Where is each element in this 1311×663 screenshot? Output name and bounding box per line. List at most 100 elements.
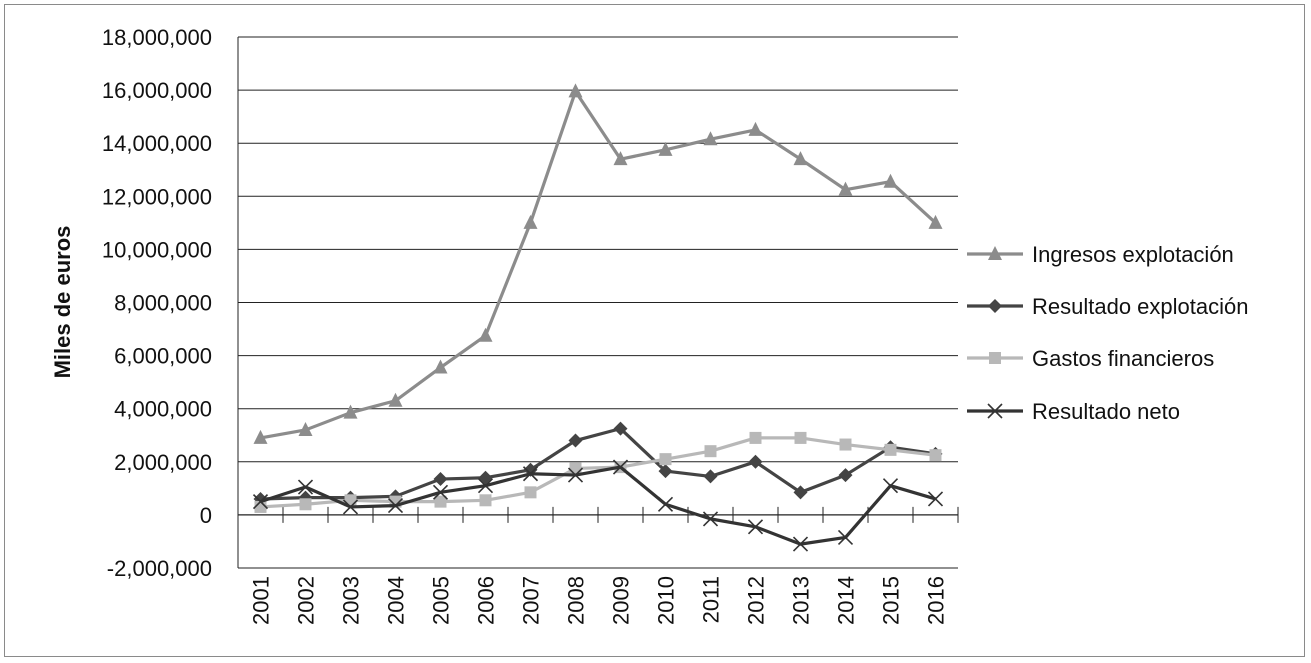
marker-stroke	[747, 519, 764, 535]
legend-entry: Ingresos explotación	[967, 242, 1234, 267]
data-point	[522, 466, 539, 482]
marker-stroke	[567, 467, 584, 483]
data-point	[794, 431, 807, 444]
data-point	[478, 470, 493, 485]
marker-stroke	[477, 478, 494, 494]
x-tick-label: 2015	[879, 576, 904, 625]
marker-stroke	[387, 498, 404, 514]
marker-stroke	[987, 403, 1003, 419]
legend-label: Gastos financieros	[1032, 346, 1214, 371]
data-point	[568, 433, 583, 448]
legend-marker	[989, 352, 1001, 364]
data-point	[434, 495, 447, 508]
x-tick-label: 2008	[564, 576, 589, 625]
data-point	[927, 491, 944, 507]
data-point	[613, 421, 628, 436]
legend-label: Ingresos explotación	[1032, 242, 1234, 267]
y-tick-label: 16,000,000	[102, 78, 212, 103]
data-point	[929, 449, 942, 462]
data-point	[478, 327, 493, 342]
data-point	[433, 472, 448, 487]
data-point	[567, 467, 584, 483]
data-point	[343, 404, 358, 419]
y-axis-label: Miles de euros	[50, 226, 75, 379]
data-point	[613, 151, 628, 166]
series-line	[260, 465, 936, 546]
data-point	[704, 445, 717, 458]
series-line	[260, 89, 937, 440]
data-point	[703, 469, 718, 484]
data-point	[479, 494, 492, 507]
data-point	[569, 462, 582, 475]
x-tick-label: 2005	[429, 576, 454, 625]
legend-entry: Gastos financieros	[967, 346, 1214, 371]
data-point	[524, 486, 537, 499]
marker-stroke	[927, 491, 944, 507]
legend-marker	[987, 403, 1003, 419]
legend: Ingresos explotación Resultado explotació…	[967, 242, 1248, 424]
data-point	[658, 141, 673, 156]
y-tick-label: 4,000,000	[114, 397, 212, 422]
marker-stroke	[882, 478, 899, 494]
data-point	[793, 485, 808, 500]
data-point	[477, 478, 494, 494]
marker-stroke	[432, 484, 449, 500]
y-tick-label: 12,000,000	[102, 184, 212, 209]
data-point	[612, 459, 629, 475]
data-point	[884, 443, 897, 456]
data-point	[928, 214, 943, 229]
data-point	[657, 496, 674, 512]
data-point	[388, 392, 403, 407]
marker-stroke	[342, 499, 359, 515]
series-line	[260, 427, 936, 501]
series-ingresos-explotaci-n	[253, 83, 943, 444]
legend-label: Resultado neto	[1032, 399, 1180, 424]
data-point	[702, 511, 719, 527]
data-point	[747, 519, 764, 535]
x-tick-label: 2007	[519, 576, 544, 625]
data-point	[253, 429, 268, 444]
y-tick-label: 14,000,000	[102, 131, 212, 156]
data-point	[432, 484, 449, 500]
x-tick-label: 2010	[654, 576, 679, 625]
x-tick-label: 2016	[924, 576, 949, 625]
legend-marker	[988, 299, 1002, 313]
series-line	[260, 436, 936, 509]
data-point	[659, 453, 672, 466]
data-point	[297, 479, 314, 495]
x-tick-label: 2013	[789, 576, 814, 625]
marker-stroke	[522, 466, 539, 482]
x-tick-label: 2003	[339, 576, 364, 625]
series-resultado-explotaci-n	[253, 421, 943, 506]
data-point	[252, 494, 269, 510]
data-point	[838, 181, 853, 196]
series-resultado-neto	[252, 459, 944, 552]
data-point	[703, 131, 718, 146]
marker-stroke	[297, 479, 314, 495]
data-point	[433, 359, 448, 374]
data-point	[748, 121, 763, 136]
y-tick-label: 8,000,000	[114, 291, 212, 316]
data-point	[838, 468, 853, 483]
data-point	[883, 173, 898, 188]
axes: -2,000,000 0 2,000,000 4,000,000 6,000,000 8,…	[102, 25, 959, 625]
marker-stroke	[792, 536, 809, 552]
data-point	[342, 499, 359, 515]
grid-lines	[238, 36, 958, 569]
marker-stroke	[657, 496, 674, 512]
data-point	[839, 438, 852, 451]
series-group	[252, 83, 944, 552]
data-point	[523, 214, 538, 229]
data-point	[793, 151, 808, 166]
x-tick-label: 2006	[474, 576, 499, 625]
x-tick-label: 2012	[744, 576, 769, 625]
marker-stroke	[252, 494, 269, 510]
x-tick-label: 2004	[384, 576, 409, 625]
data-point	[792, 536, 809, 552]
marker-stroke	[837, 529, 854, 546]
y-tick-label: 18,000,000	[102, 25, 212, 50]
data-point	[749, 431, 762, 444]
data-point	[837, 529, 854, 546]
data-point	[658, 464, 673, 479]
